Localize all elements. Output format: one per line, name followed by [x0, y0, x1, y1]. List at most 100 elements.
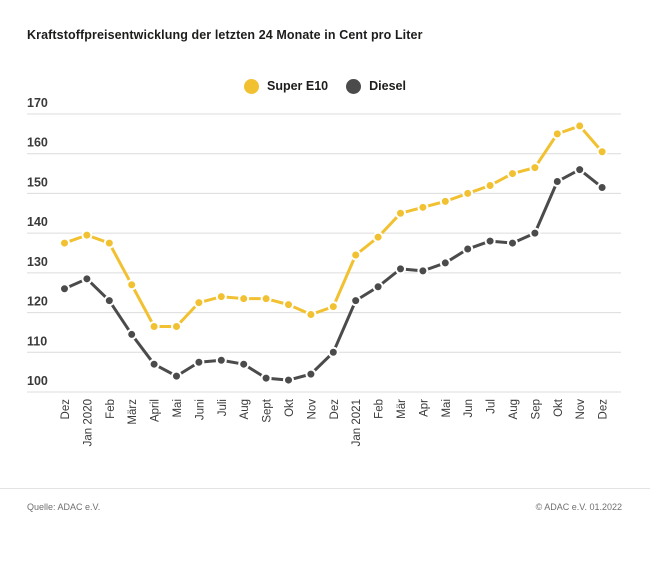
legend-item-super-e10: Super E10	[244, 78, 329, 94]
source-note: Quelle: ADAC e.V.	[27, 502, 101, 512]
x-tick-label-1-jan-2020: Jan 2020	[82, 399, 94, 446]
point-diesel-mai	[439, 257, 451, 269]
y-tick-label-100: 100	[27, 374, 48, 388]
x-tick-label-24-dez: Dez	[598, 399, 610, 420]
x-tick-label-5-mai: Mai	[172, 399, 184, 418]
chart-legend: Super E10 Diesel	[0, 76, 650, 96]
chart-title: Kraftstoffpreisentwicklung der letzten 2…	[27, 28, 423, 42]
footer: Quelle: ADAC e.V. © ADAC e.V. 01.2022	[27, 502, 622, 512]
series-points-super-e10	[59, 120, 608, 332]
legend-dot-diesel	[346, 78, 362, 94]
point-diesel-jun	[462, 243, 474, 255]
point-super-e10-jun	[462, 187, 474, 199]
point-super-e10-feb	[372, 231, 384, 243]
point-super-e10-aug	[507, 168, 518, 180]
point-super-e10-jan-2020	[81, 229, 93, 241]
point-diesel-m-r	[395, 263, 406, 275]
y-tick-label-170: 170	[27, 96, 48, 110]
x-tick-label-18-jun: Jun	[463, 399, 475, 418]
y-tick-label-120: 120	[27, 295, 48, 309]
point-diesel-okt	[283, 374, 294, 386]
point-diesel-jan-2021	[350, 295, 362, 307]
point-diesel-dez	[596, 181, 608, 193]
x-tick-label-2-feb: Feb	[105, 399, 117, 419]
point-diesel-juni	[193, 356, 205, 368]
point-super-e10-aug	[238, 293, 250, 305]
x-tick-label-7-juli: Juli	[217, 399, 229, 416]
point-diesel-mai	[171, 370, 182, 382]
y-tick-label-140: 140	[27, 215, 48, 229]
point-diesel-nov	[305, 368, 317, 380]
point-super-e10-apr	[417, 201, 429, 213]
point-diesel-juli	[215, 354, 227, 366]
point-super-e10-nov	[574, 120, 586, 132]
point-diesel-m-rz	[126, 328, 138, 340]
point-super-e10-okt	[283, 299, 294, 311]
point-diesel-aug	[507, 237, 518, 249]
point-super-e10-sept	[260, 293, 272, 305]
point-super-e10-dez	[596, 146, 608, 158]
point-super-e10-april	[148, 320, 160, 332]
point-super-e10-sep	[529, 162, 541, 174]
point-diesel-okt	[551, 176, 563, 188]
legend-item-diesel: Diesel	[346, 78, 406, 94]
x-tick-label-11-nov: Nov	[306, 399, 318, 420]
y-gridlines	[27, 113, 621, 393]
point-diesel-jan-2020	[81, 273, 93, 285]
x-tick-label-0-dez: Dez	[60, 399, 72, 420]
y-axis-labels: 100 110 120 130 140 150 160 170	[27, 96, 48, 388]
x-tick-label-10-okt: Okt	[284, 398, 296, 417]
point-diesel-dez	[327, 346, 339, 358]
point-diesel-feb	[103, 295, 115, 307]
x-tick-label-21-sep: Sep	[530, 399, 542, 419]
point-diesel-aug	[238, 358, 250, 370]
legend-dot-super-e10	[244, 78, 259, 94]
point-super-e10-jul	[484, 179, 496, 191]
footer-divider	[0, 488, 650, 489]
x-tick-label-9-sept: Sept	[262, 398, 274, 422]
x-tick-label-17-mai: Mai	[441, 399, 453, 418]
legend-label-super-e10: Super E10	[267, 79, 329, 93]
point-super-e10-mai	[171, 320, 182, 332]
x-tick-label-20-aug: Aug	[508, 399, 520, 419]
point-super-e10-nov	[305, 309, 317, 321]
x-tick-label-15-m-r: Mär	[396, 399, 408, 419]
series-points-diesel	[59, 164, 608, 386]
y-tick-label-150: 150	[27, 175, 48, 189]
point-diesel-nov	[574, 164, 586, 176]
point-diesel-feb	[372, 281, 384, 293]
point-super-e10-jan-2021	[350, 249, 362, 261]
point-super-e10-juni	[193, 297, 205, 309]
x-axis-labels: Dez Jan 2020 Feb März April Mai Juni Juli Aug Sep…	[60, 398, 610, 446]
point-super-e10-mai	[439, 195, 451, 207]
point-diesel-sept	[260, 372, 272, 384]
point-super-e10-dez	[59, 237, 70, 249]
point-super-e10-m-r	[395, 207, 406, 219]
x-tick-label-6-juni: Juni	[194, 399, 206, 420]
point-diesel-dez	[59, 283, 70, 295]
x-tick-label-4-april: April	[150, 399, 162, 422]
point-super-e10-juli	[215, 291, 227, 303]
y-tick-label-110: 110	[27, 334, 47, 348]
series-line-super-e10	[63, 124, 604, 328]
x-tick-label-12-dez: Dez	[329, 399, 341, 420]
y-tick-label-130: 130	[27, 255, 48, 269]
point-diesel-jul	[484, 235, 496, 247]
point-super-e10-okt	[551, 128, 563, 140]
x-tick-label-22-okt: Okt	[553, 398, 565, 417]
copyright-note: © ADAC e.V. 01.2022	[535, 502, 622, 512]
x-tick-label-19-jul: Jul	[486, 399, 498, 414]
legend-label-diesel: Diesel	[369, 79, 406, 93]
x-tick-label-23-nov: Nov	[575, 399, 587, 420]
point-super-e10-dez	[327, 301, 339, 313]
point-diesel-april	[148, 358, 160, 370]
x-tick-label-3-m-rz: März	[127, 399, 139, 425]
x-tick-label-16-apr: Apr	[418, 399, 430, 417]
y-tick-label-160: 160	[27, 136, 48, 150]
point-diesel-sep	[529, 227, 541, 239]
point-diesel-apr	[417, 265, 429, 277]
point-super-e10-feb	[103, 237, 115, 249]
x-tick-label-8-aug: Aug	[239, 399, 251, 419]
